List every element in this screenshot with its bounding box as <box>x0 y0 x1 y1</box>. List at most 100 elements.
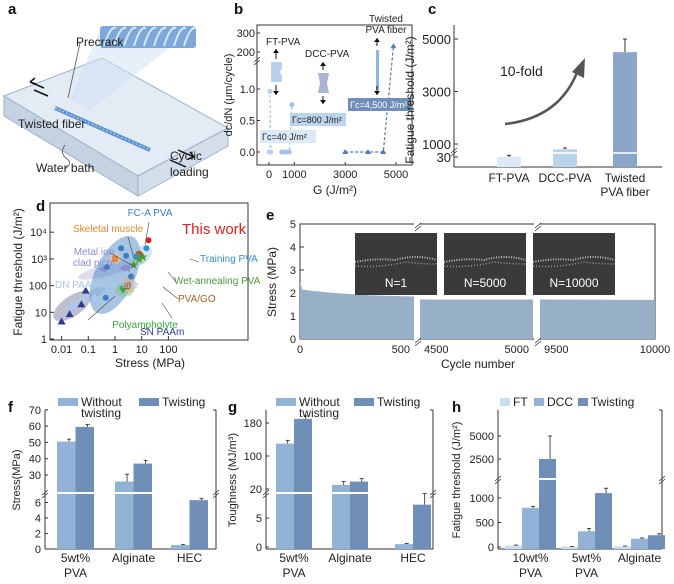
x-category-label: HEC <box>400 551 426 565</box>
fiber-image-strand <box>354 256 438 263</box>
x-axis-label: G (J/m²) <box>313 183 357 197</box>
group-label: Metal ion <box>74 247 115 258</box>
ft-pva-sample-icon <box>271 62 282 82</box>
x-tick-label: 10000 <box>640 344 671 356</box>
axis-break-mark <box>414 222 422 232</box>
x-category-label: HEC <box>177 551 203 565</box>
group-label: PVA/GO <box>178 294 216 305</box>
data-point <box>342 149 349 154</box>
legend-swatch <box>354 398 374 406</box>
y-tick-label: 30 <box>29 470 41 482</box>
fiber-strand <box>153 26 167 47</box>
y-tick-label: 6 <box>35 498 41 510</box>
y-tick-label: 500 <box>476 518 494 530</box>
group-label: Skeletal muscle <box>73 224 143 235</box>
x-category-label: 10wt% <box>512 551 548 565</box>
axis-break-mark <box>212 489 220 499</box>
data-point <box>128 273 135 280</box>
legend-label: twisting <box>299 406 339 420</box>
series-label: DCC-PVA <box>305 49 350 60</box>
y-tick-label: 50 <box>29 437 41 449</box>
y-tick-label: 2500 <box>470 454 494 466</box>
cyclic-label: Cyclic <box>170 149 202 163</box>
legend-label: DCC <box>547 395 573 409</box>
fiber-twist <box>54 107 151 151</box>
threshold-label: Γc=800 J/m² <box>292 115 342 125</box>
y-tick-label: 30 <box>437 150 451 165</box>
load-arrow-right <box>177 149 195 160</box>
axis-break-mark <box>534 222 542 232</box>
twisted-fiber-label: Twisted fiber <box>18 117 85 131</box>
x-category-label: Alginate <box>112 551 156 565</box>
stress-area <box>420 299 533 339</box>
legend-label: Without <box>299 395 340 409</box>
x-category-label: 5wt% <box>572 551 602 565</box>
panel-label: d <box>36 198 45 215</box>
callout-line <box>189 258 200 263</box>
y-tick-label: 1 <box>41 334 47 346</box>
data-point <box>103 263 110 270</box>
y-tick-label: 70 <box>29 405 41 417</box>
y-tick-label: 1.0 <box>240 84 255 96</box>
legend-swatch <box>58 398 78 406</box>
x-tick-label: 5000 <box>384 169 408 181</box>
arrowhead-icon <box>374 91 380 95</box>
water-bath-side <box>137 127 229 197</box>
fiber-image-strand <box>532 256 616 263</box>
axis-break-mark <box>494 475 502 485</box>
fiber-strand <box>113 26 127 47</box>
stress-area <box>540 299 655 339</box>
threshold-label-box <box>290 113 346 126</box>
data-point <box>286 149 292 155</box>
x-category-label: 5wt% <box>279 551 309 565</box>
bar <box>497 157 521 167</box>
series-line <box>281 104 293 153</box>
panel-label: a <box>8 1 17 18</box>
x-category-label: DCC-PVA <box>538 171 591 185</box>
legend-label: Twisting <box>591 395 634 409</box>
legend-swatch <box>276 398 296 406</box>
x-axis-label: Stress (MPa) <box>115 356 185 370</box>
y-tick-label: 5000 <box>470 431 494 443</box>
y-tick-label: 1 <box>290 311 296 323</box>
x-tick-label: 1000 <box>282 169 306 181</box>
group-label: Training PVA <box>200 254 258 265</box>
water-bath-label: Water bath <box>36 161 94 175</box>
legend-swatch <box>534 398 544 406</box>
plot-frame <box>256 24 413 166</box>
series-label: PVA fiber <box>366 25 408 36</box>
x-axis-label: Cycle number <box>441 357 515 371</box>
data-point <box>134 254 144 264</box>
panel-label: f <box>8 399 14 416</box>
data-point <box>102 294 109 301</box>
y-tick-label: 4 <box>290 242 296 254</box>
data-point <box>112 255 118 262</box>
bar <box>631 538 648 549</box>
x-category-label: PVA fiber <box>600 185 649 199</box>
data-point <box>57 317 66 325</box>
axis-break-mark <box>658 475 666 485</box>
y-tick-label: 5000 <box>422 32 451 47</box>
bar <box>413 504 431 549</box>
axis-break-mark <box>253 56 261 66</box>
y-tick-label: 3000 <box>422 85 451 100</box>
data-point <box>380 149 387 154</box>
data-point <box>289 102 295 108</box>
series-label: Twisted <box>369 14 403 25</box>
precrack-label: Precrack <box>76 35 124 49</box>
y-tick-label: 10³ <box>31 254 47 266</box>
fiber-strand <box>183 26 197 47</box>
panel-label: g <box>228 399 237 416</box>
y-tick-label: 0 <box>256 542 262 554</box>
threshold-label-box <box>348 98 411 111</box>
x-category-label: Alginate <box>328 551 372 565</box>
data-point <box>77 300 86 308</box>
series-label: FT-PVA <box>266 37 301 48</box>
data-point <box>81 286 90 294</box>
bar <box>505 545 522 549</box>
bar <box>57 441 76 549</box>
axis-break-mark <box>534 337 542 347</box>
fiber-strand <box>163 26 177 47</box>
zoom-beam <box>70 28 195 110</box>
